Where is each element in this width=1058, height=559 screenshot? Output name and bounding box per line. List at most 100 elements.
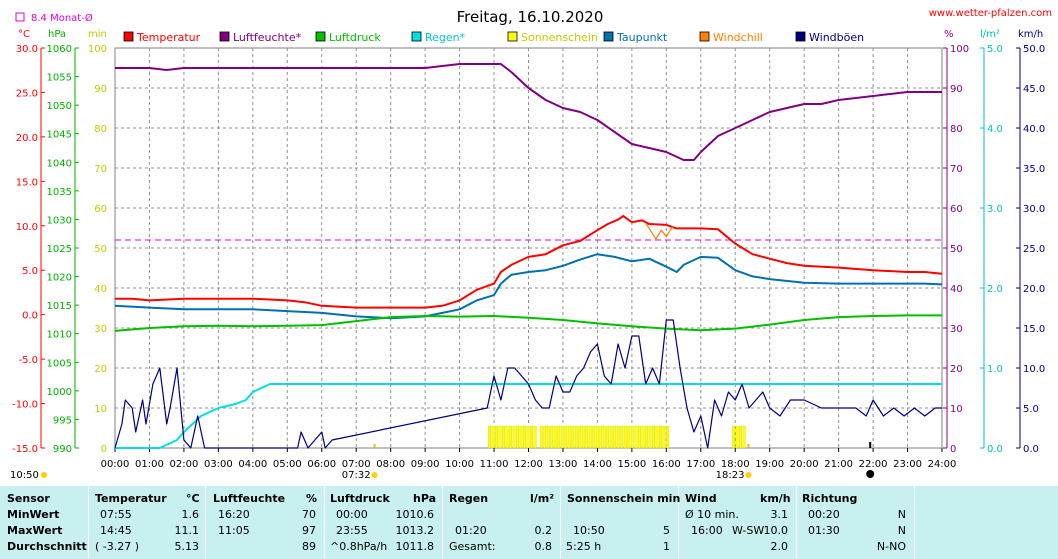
sunshine-bar [550,425,554,449]
unit-min: min [88,29,107,40]
sunshine-bar [491,425,495,449]
temperature-tick-label: -10.0 [12,400,38,411]
wind-value: 10.0 [763,524,789,537]
x-tick-label: 05:00 [273,459,302,470]
dir-time: 01:30 [808,524,840,537]
x-tick-label: 07:00 [342,459,371,470]
sunshine-bar [574,425,578,449]
series-line-taupunkt [114,253,943,320]
hum-time: 16:20 [218,508,250,521]
pressure-tick-label: 1020 [47,273,72,284]
unit-pct: % [944,29,954,40]
sunshine-bar [505,425,509,449]
humidity-tick-label: 0 [950,444,956,455]
pressure-tick-label: 1005 [47,358,72,369]
stats-row-max: MaxWert 14:45 11.1 11:05 97 23:55 1013.2… [0,523,1058,539]
rain-tick-label: 0.0 [987,444,1003,455]
x-tick-label: 10:00 [445,459,474,470]
unit-temp: °C [18,29,30,40]
sunshine-bar [606,425,610,449]
x-tick-label: 21:00 [824,459,853,470]
humidity-tick-label: 90 [950,84,963,95]
x-tick-label: 01:00 [135,459,164,470]
pressure-tick-label: 1050 [47,101,72,112]
wind-tick-label: 0.0 [1023,444,1039,455]
wind-tick-label: 20.0 [1023,284,1045,295]
humidity-tick-label: 60 [950,204,963,215]
sunshine-bar [742,425,746,449]
temp-value: 1.6 [181,508,200,521]
legend-label: Luftfeuchte* [233,31,302,44]
rain-tick-label: 4.0 [987,124,1003,135]
axes: 00:00 01:00 02:00 03:00 04:00 05:00 06:00 07:00… [12,44,1045,470]
sunshine-start-icon [41,472,47,478]
pressure-tick-label: 1040 [47,158,72,169]
watermark: www.wetter-pfalzen.com [929,8,1052,19]
humidity-tick-label: 70 [950,164,963,175]
rain-value: 0.8 [534,540,553,553]
sunshine-bar [659,425,662,449]
dir-value: N [897,524,906,537]
sunshine-bar [648,425,652,449]
hum-value: 89 [302,540,316,553]
header-sun: Sonnenschein min [567,492,681,505]
rain-tick-label: 2.0 [987,284,1003,295]
pressure-tick-label: 1030 [47,215,72,226]
wind-tick-label: 45.0 [1023,84,1045,95]
statistics-table: Sensor Temperatur °C Luftfeuchte % Luftd… [0,486,1058,559]
legend-label: Temperatur [136,31,201,44]
rain-time: 01:20 [455,524,487,537]
x-tick-label: 22:00 [859,459,888,470]
sunshine_min-tick-label: 60 [94,204,107,215]
header-wind-unit: km/h [760,492,791,505]
sunshine-bar [620,425,624,449]
header-temp: Temperatur [95,492,167,505]
press-time: 23:55 [336,524,368,537]
sunshine-bar [602,425,606,449]
sunshine-bar [560,425,564,449]
pressure-tick-label: 1055 [47,73,72,84]
sunshine-bar [581,425,585,449]
pressure-tick-label: 1025 [47,244,72,255]
header-temp-unit: °C [186,492,200,505]
x-tick-label: 15:00 [617,459,646,470]
rain-time: Gesamt: [449,540,496,553]
humidity-tick-label: 80 [950,124,963,135]
pressure-tick-label: 1010 [47,330,72,341]
sunshine_min-tick-label: 40 [94,284,107,295]
row-label: Durchschnitt [7,540,87,553]
x-tick-label: 12:00 [514,459,543,470]
legend-swatch [795,31,806,42]
temperature-tick-label: -15.0 [12,444,38,455]
stats-header-row: Sensor Temperatur °C Luftfeuchte % Luftd… [0,491,1058,507]
sunshine-bar [533,425,537,449]
temp-value: 5.13 [174,540,200,553]
temperature-tick-label: 15.0 [16,177,38,188]
legend-label: Sonnenschein [521,31,598,44]
x-tick-label: 17:00 [686,459,715,470]
temperature-tick-label: 30.0 [16,44,38,55]
sun-value: 1 [663,540,670,553]
temperature-tick-label: -5.0 [18,355,38,366]
sunshine-bar [735,425,739,449]
sunshine-bar [623,425,627,449]
legend-swatch [315,31,326,42]
wind-tick-label: 10.0 [1023,364,1045,375]
sunshine-bar [630,425,634,449]
legend-swatch [411,31,422,42]
wind-value: 3.1 [770,508,789,521]
humidity-tick-label: 30 [950,324,963,335]
sunshine-bar [599,425,603,449]
sunshine-bar [526,425,530,449]
header-rain: Regen [449,492,489,505]
stats-row-min: MinWert 07:55 1.6 16:20 70 00:00 1010.6 … [0,507,1058,523]
series-line-regen [115,383,942,449]
wind-tick-label: 40.0 [1023,124,1045,135]
sunshine_min-tick-label: 80 [94,124,107,135]
sunshine-bar [543,425,547,449]
wind-tick-label: 50.0 [1023,44,1045,55]
sunshine_min-tick-label: 20 [94,364,107,375]
series-line-windben [114,319,942,449]
legend-swatch [699,31,710,42]
sunshine-bar [519,425,523,449]
